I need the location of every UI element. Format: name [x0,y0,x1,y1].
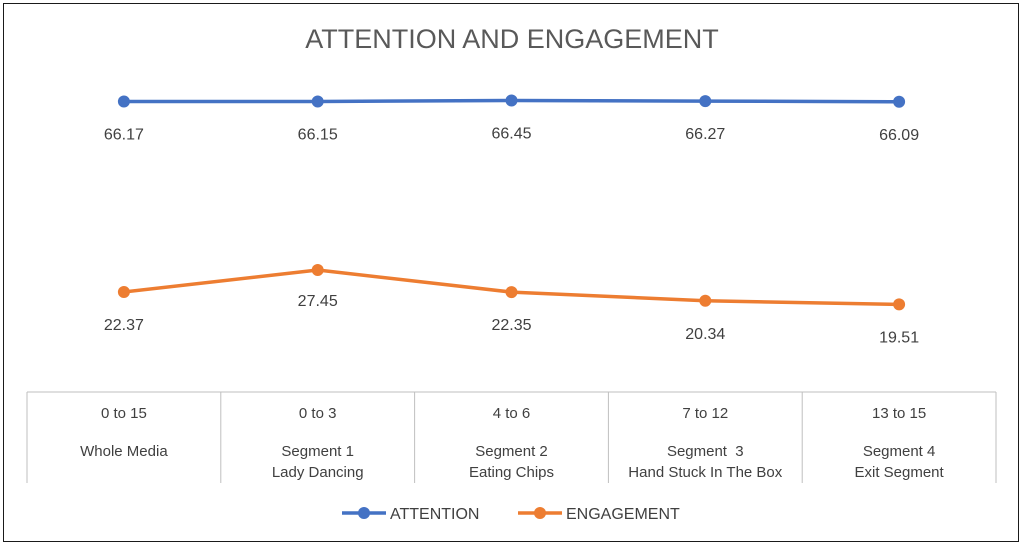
category-table: 0 to 15 Whole Media 0 to 3 Segment 1 Lady Da… [26,391,997,483]
data-label-attention: 66.15 [298,127,338,144]
category-range-label: 4 to 6 [493,405,531,422]
legend-label-attention: ATTENTION [390,506,479,523]
category-name-label: Lady Dancing [272,464,364,481]
category-range-label: 13 to 15 [872,405,926,422]
data-label-engagement: 20.34 [685,326,725,343]
data-label-engagement: 22.37 [104,317,144,334]
data-point-engagement [505,286,518,299]
data-point-attention [893,95,906,108]
legend: ATTENTION ENGAGEMENT [342,506,680,523]
category-range-label: 7 to 12 [682,405,728,422]
data-label-engagement: 19.51 [879,329,919,346]
chart-title: ATTENTION AND ENGAGEMENT [305,24,719,54]
data-label-attention: 66.45 [491,125,531,142]
data-label-engagement: 22.35 [491,317,531,334]
series-layer: 66.17 66.15 66.45 66.27 66.09 22.37 27.45 22.35… [104,94,919,346]
data-point-engagement [699,294,712,307]
legend-label-engagement: ENGAGEMENT [566,506,680,523]
category-name-label: Segment 3 [667,443,744,460]
category-name-label: Hand Stuck In The Box [628,464,782,481]
category-name-label: Whole Media [80,443,168,460]
data-point-attention [505,94,518,107]
category-name-label: Segment 4 [863,443,936,460]
data-label-engagement: 27.45 [298,293,338,310]
category-range-label: 0 to 3 [299,405,337,422]
data-point-attention [311,95,324,108]
data-point-engagement [311,264,324,277]
category-range-label: 0 to 15 [101,405,147,422]
category-name-label: Segment 2 [475,443,548,460]
category-name-label: Eating Chips [469,464,554,481]
data-point-engagement [117,286,130,298]
data-label-attention: 66.17 [104,126,144,143]
category-name-label: Exit Segment [854,464,944,481]
data-point-engagement [893,298,906,311]
data-point-attention [699,95,712,108]
data-label-attention: 66.27 [685,126,725,143]
legend-swatch-marker [358,507,370,519]
chart-frame [3,3,1019,542]
data-point-attention [117,95,130,108]
legend-swatch-marker [534,507,546,519]
data-label-attention: 66.09 [879,127,919,144]
category-name-label: Segment 1 [281,443,354,460]
